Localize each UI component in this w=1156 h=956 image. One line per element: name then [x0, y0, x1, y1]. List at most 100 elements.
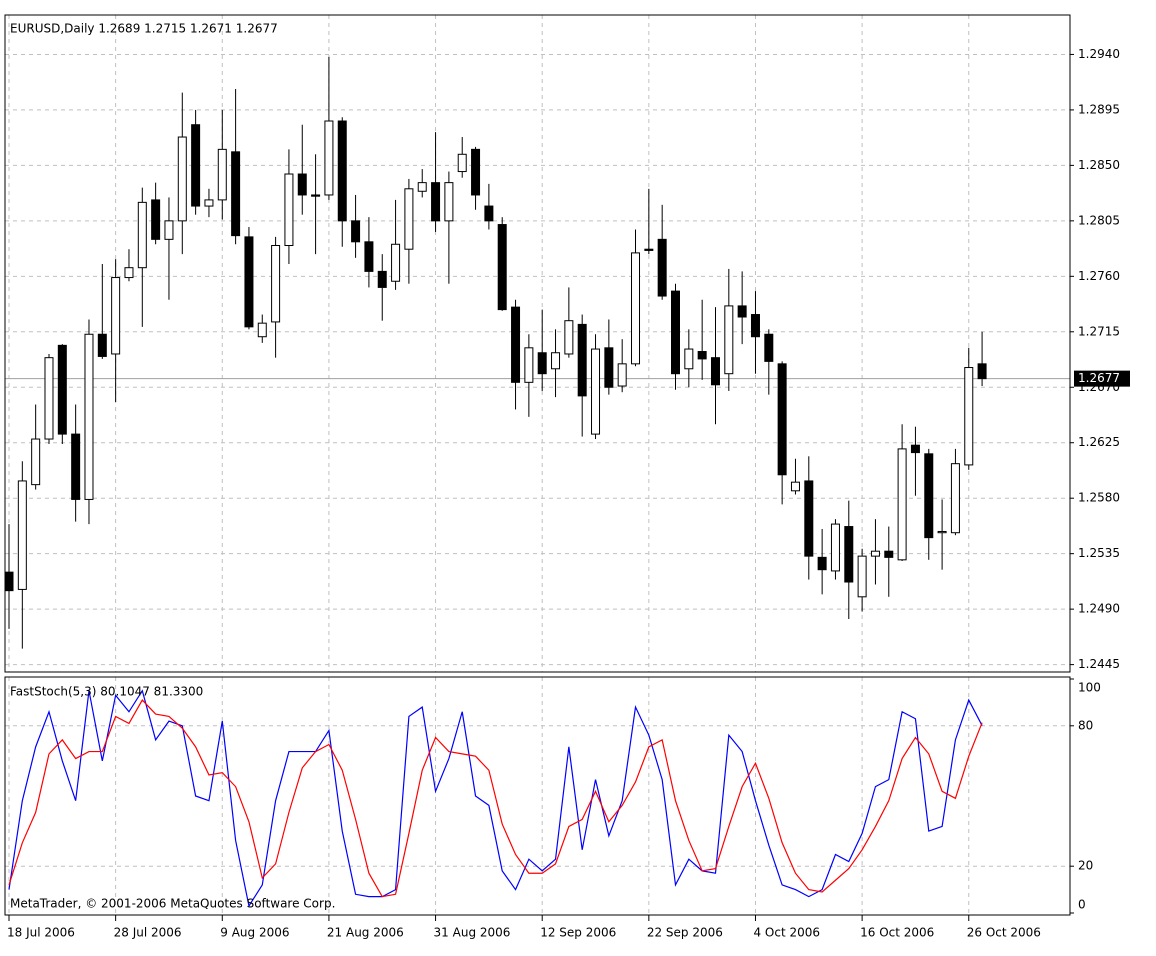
candle-body — [231, 151, 241, 237]
stoch-frame — [4, 676, 1071, 916]
x-tick-label: 9 Aug 2006 — [220, 926, 289, 940]
candle-body — [244, 236, 254, 328]
y-tick-label: 1.2760 — [1078, 269, 1120, 283]
candle-body — [351, 220, 361, 243]
candle-body — [271, 245, 281, 323]
candle-body — [644, 248, 654, 251]
y-tick-label: 1.2715 — [1078, 324, 1120, 338]
y-tick-label: 1.2535 — [1078, 546, 1120, 560]
candle-body — [537, 352, 547, 375]
candle-body — [697, 351, 707, 360]
y-tick-label: 0 — [1078, 898, 1086, 912]
y-tick-label: 80 — [1078, 718, 1093, 732]
y-tick-label: 1.2940 — [1078, 47, 1120, 61]
y-tick-label: 20 — [1078, 859, 1093, 873]
candle-body — [97, 333, 107, 357]
y-tick-label: 1.2805 — [1078, 213, 1120, 227]
y-tick-label: 1.2895 — [1078, 102, 1120, 116]
candle-body — [151, 199, 161, 240]
candle-body — [404, 188, 414, 250]
y-tick-label: 100 — [1078, 681, 1101, 695]
candle-body — [777, 363, 787, 476]
candle-body — [817, 556, 827, 571]
x-tick-label: 22 Sep 2006 — [647, 926, 723, 940]
x-tick-label: 26 Oct 2006 — [967, 926, 1041, 940]
y-tick-label: 1.2580 — [1078, 491, 1120, 505]
candle-body — [297, 173, 307, 196]
candle-body — [44, 357, 54, 440]
candle-body — [764, 333, 774, 362]
candle-body — [577, 323, 587, 397]
candle-body — [870, 550, 880, 557]
candle-body — [391, 243, 401, 282]
candle-body — [857, 555, 867, 598]
candle-body — [457, 153, 467, 173]
candle-body — [124, 267, 134, 279]
candle-body — [17, 480, 27, 590]
candle-body — [750, 314, 760, 338]
candle-body — [71, 433, 81, 500]
marks-layer — [4, 56, 987, 908]
candle-body — [564, 320, 574, 355]
current-price-label: 1.2677 — [1078, 371, 1120, 385]
candle-body — [337, 120, 347, 222]
x-tick-label: 21 Aug 2006 — [327, 926, 404, 940]
candle-body — [910, 444, 920, 454]
candle-body — [964, 367, 974, 466]
y-tick-label: 1.2490 — [1078, 602, 1120, 616]
candle-body — [31, 438, 41, 486]
x-tick-label: 4 Oct 2006 — [753, 926, 820, 940]
main-frame — [4, 14, 1071, 673]
candle-body — [737, 305, 747, 318]
candle-body — [84, 333, 94, 500]
candle-body — [671, 290, 680, 375]
x-tick-label: 16 Oct 2006 — [860, 926, 934, 940]
candle-body — [937, 530, 947, 534]
candle-body — [364, 241, 374, 272]
candle-body — [417, 182, 427, 192]
candle-body — [497, 224, 507, 311]
stoch-line — [8, 699, 983, 898]
candle-body — [191, 124, 201, 207]
stoch-line — [8, 689, 983, 908]
candle-body — [471, 148, 481, 196]
candle-body — [57, 344, 67, 435]
candle-body — [684, 348, 694, 370]
candle-body — [431, 182, 441, 222]
chart-title: EURUSD,Daily 1.2689 1.2715 1.2671 1.2677 — [10, 22, 278, 36]
current-price-box — [1074, 370, 1130, 387]
candle-body — [4, 571, 14, 592]
candle-body — [924, 453, 934, 539]
candle-body — [591, 348, 601, 435]
candle-body — [311, 194, 321, 197]
x-tick-label: 18 Jul 2006 — [7, 926, 75, 940]
candle-body — [217, 148, 227, 201]
candle-body — [257, 322, 267, 338]
candle-body — [284, 173, 294, 247]
copyright: MetaTrader, © 2001-2006 MetaQuotes Softw… — [10, 897, 335, 911]
y-tick-label: 1.2625 — [1078, 435, 1120, 449]
candle-body — [617, 363, 627, 387]
candle-body — [551, 352, 561, 370]
candle-body — [884, 550, 894, 558]
y-tick-label: 1.2850 — [1078, 158, 1120, 172]
candle-body — [844, 526, 854, 583]
candle-body — [804, 480, 814, 557]
candle-body — [177, 136, 187, 222]
x-tick-label: 31 Aug 2006 — [434, 926, 511, 940]
candle-body — [724, 305, 734, 375]
candle-body — [977, 363, 987, 380]
candle-body — [604, 347, 614, 388]
candle-body — [377, 270, 387, 288]
candle-body — [631, 252, 641, 365]
candle-body — [950, 463, 960, 534]
candle-body — [657, 238, 667, 297]
candle-body — [444, 182, 454, 222]
candle-body — [511, 306, 521, 383]
candle-body — [524, 347, 534, 383]
candle-body — [484, 205, 494, 222]
candle-body — [204, 199, 214, 207]
x-tick-label: 12 Sep 2006 — [540, 926, 616, 940]
